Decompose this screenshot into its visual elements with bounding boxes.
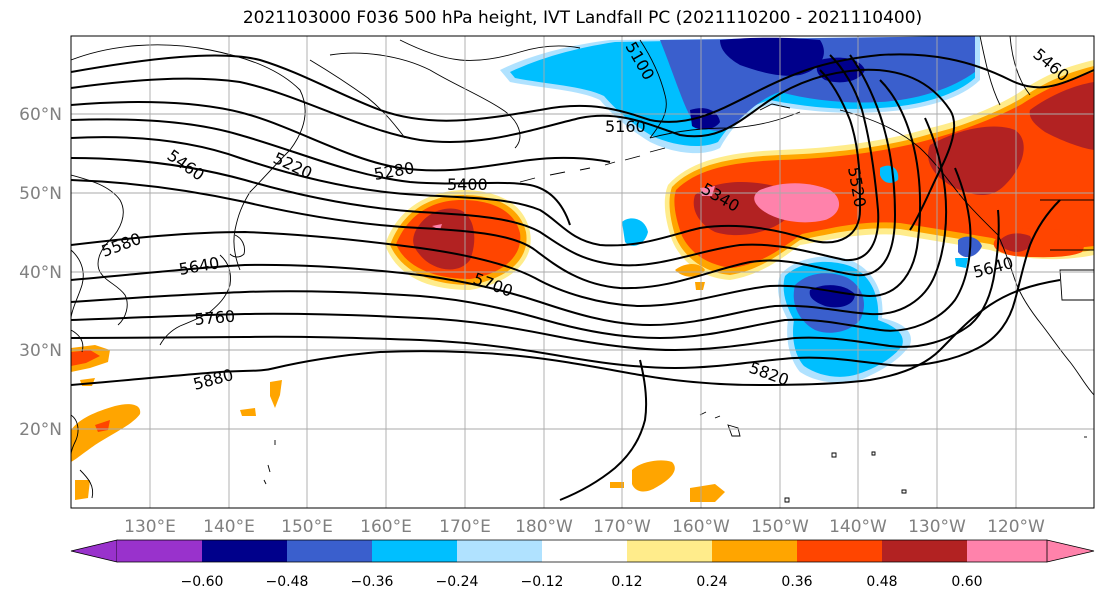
colorbar-extend-high: [1046, 539, 1095, 563]
lon-label: 140°W: [829, 517, 887, 537]
colorbar: [70, 539, 1095, 563]
colorbar-bin: [882, 540, 967, 562]
contour-label: 5160: [605, 117, 646, 136]
lon-label: 140°E: [203, 517, 255, 537]
colorbar-tick-label: 0.60: [951, 574, 982, 590]
lon-label: 160°W: [672, 517, 730, 537]
lon-label: 130°E: [124, 517, 176, 537]
colorbar-bin: [202, 540, 287, 562]
colorbar-bin: [967, 540, 1047, 562]
contour-label: 5760: [194, 307, 236, 329]
colorbar-bin: [117, 540, 202, 562]
height-contours: [71, 53, 1094, 501]
lon-label: 170°E: [439, 517, 491, 537]
colorbar-tick-label: 0.12: [611, 574, 642, 590]
colorbar-bin: [457, 540, 542, 562]
colorbar-bin: [797, 540, 882, 562]
colorbar-tick-label: 0.48: [866, 574, 897, 590]
lon-label: 150°W: [751, 517, 809, 537]
lat-label: 30°N: [19, 341, 62, 361]
map-area: 5160 5220 5280 5340 5400 5460 5460 5520 …: [71, 36, 1094, 508]
map-frame: [70, 35, 1095, 509]
colorbar-tick-label: −0.60: [181, 574, 224, 590]
colorbar-tick-label: −0.24: [436, 574, 479, 590]
colorbar-bin: [542, 540, 627, 562]
map-title: 2021103000 F036 500 hPa height, IVT Land…: [242, 8, 923, 28]
contour-label: 5400: [447, 175, 488, 194]
colorbar-bin: [287, 540, 372, 562]
lat-label: 40°N: [19, 263, 62, 283]
colorbar-tick-label: 0.24: [696, 574, 727, 590]
lon-label: 180°W: [515, 517, 573, 537]
lat-label: 50°N: [19, 184, 62, 204]
colorbar-tick-label: −0.36: [351, 574, 394, 590]
lat-label: 60°N: [19, 105, 62, 125]
lon-label: 130°W: [908, 517, 966, 537]
latitude-labels: 60°N 50°N 40°N 30°N 20°N: [19, 105, 62, 440]
colorbar-tick-label: 0.36: [781, 574, 812, 590]
lon-label: 150°E: [281, 517, 333, 537]
lon-label: 170°W: [593, 517, 651, 537]
longitude-labels: 130°E 140°E 150°E 160°E 170°E 180°W 170°…: [124, 517, 1045, 537]
colorbar-bin: [712, 540, 797, 562]
colorbar-tick-label: −0.12: [521, 574, 564, 590]
colorbar-ticks: −0.60 −0.48 −0.36 −0.24 −0.12 0.12 0.24 …: [181, 574, 983, 590]
colorbar-bin: [627, 540, 712, 562]
colorbar-bin: [372, 540, 457, 562]
colorbar-tick-label: −0.48: [266, 574, 309, 590]
lon-label: 120°W: [987, 517, 1045, 537]
lon-label: 160°E: [360, 517, 412, 537]
lat-label: 20°N: [19, 420, 62, 440]
colorbar-extend-low: [70, 539, 118, 563]
